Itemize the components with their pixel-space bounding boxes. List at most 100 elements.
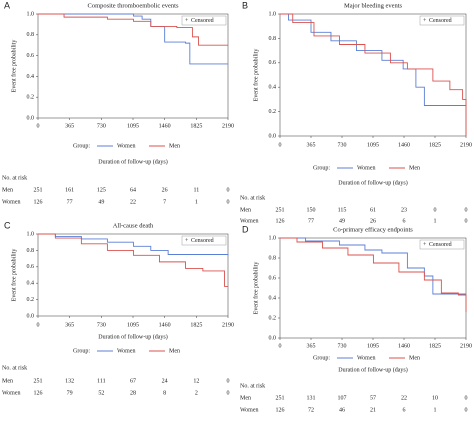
censored-legend-box [419, 15, 465, 26]
chart-title: Co-primary efficacy endpoints [333, 226, 413, 233]
x-tick-label: 2190 [222, 322, 234, 328]
panel-label: C [4, 220, 11, 230]
risk-count: 126 [276, 407, 285, 413]
risk-count: 150 [307, 207, 316, 213]
risk-count: 22 [401, 395, 407, 401]
chart-title: All-cause death [113, 222, 154, 229]
x-axis-title: Duration of follow-up (days) [338, 179, 407, 186]
y-tick-label: 0.0 [269, 335, 277, 341]
y-tick-label: 0.6 [27, 264, 35, 270]
risk-count: 8 [163, 390, 166, 396]
risk-row-name: Women [240, 218, 259, 224]
censored-legend-label: Censored [191, 238, 214, 244]
risk-count: 67 [130, 378, 136, 384]
panel-label: B [242, 0, 248, 10]
risk-count: 161 [65, 187, 74, 193]
risk-count: 0 [465, 407, 468, 413]
risk-count: 7 [163, 199, 166, 205]
risk-count: 126 [276, 218, 285, 224]
risk-count: 72 [308, 407, 314, 413]
x-tick-label: 1095 [367, 142, 379, 148]
y-axis-title: Event free probability [10, 249, 17, 302]
legend-label: Men [169, 143, 180, 149]
y-tick-label: 0.0 [27, 313, 35, 319]
panel-label: A [4, 0, 10, 10]
risk-count: 6 [403, 218, 406, 224]
y-axis-title: Event free probability [10, 40, 17, 93]
risk-count: 24 [162, 378, 168, 384]
legend-title: Group: [73, 143, 90, 149]
y-tick-label: 0.2 [269, 315, 277, 321]
censored-symbol: + [185, 18, 189, 24]
x-tick-label: 0 [37, 322, 40, 328]
y-axis-title: Event free probability [252, 49, 259, 102]
risk-table-title: No. at risk [240, 383, 265, 389]
risk-row-name: Women [2, 199, 21, 205]
risk-count: 0 [434, 207, 437, 213]
survival-curve [38, 13, 228, 46]
risk-count: 2 [195, 390, 198, 396]
risk-count: 26 [370, 218, 376, 224]
risk-count: 131 [307, 395, 316, 401]
risk-count: 107 [338, 395, 347, 401]
risk-count: 251 [276, 207, 285, 213]
risk-count: 12 [193, 378, 199, 384]
x-tick-label: 1095 [367, 343, 379, 349]
y-tick-label: 0.2 [27, 297, 35, 303]
risk-row-name: Men [240, 395, 251, 401]
risk-count: 46 [339, 407, 345, 413]
x-tick-label: 730 [97, 123, 106, 129]
x-tick-label: 365 [307, 142, 316, 148]
y-tick-label: 0.4 [269, 295, 277, 301]
risk-count: 0 [227, 187, 230, 193]
x-tick-label: 1460 [398, 142, 410, 148]
x-axis-title: Duration of follow-up (days) [338, 366, 407, 373]
legend-label: Women [357, 165, 376, 171]
risk-count: 64 [130, 187, 136, 193]
x-tick-label: 1460 [398, 343, 410, 349]
risk-row-name: Men [2, 187, 13, 193]
survival-curve [280, 237, 467, 312]
risk-row-name: Men [240, 207, 251, 213]
x-tick-label: 1095 [127, 322, 139, 328]
risk-count: 49 [98, 199, 104, 205]
risk-count: 28 [130, 390, 136, 396]
x-axis-title: Duration of follow-up (days) [98, 333, 167, 340]
y-tick-label: 0.6 [269, 275, 277, 281]
panel-label: D [242, 224, 249, 234]
legend-title: Group: [73, 348, 90, 354]
risk-table-title: No. at risk [2, 365, 27, 371]
x-tick-label: 1460 [159, 322, 171, 328]
risk-count: 0 [465, 218, 468, 224]
legend-title: Group: [313, 355, 330, 361]
risk-count: 126 [34, 199, 43, 205]
y-tick-label: 0.2 [269, 109, 277, 115]
x-tick-label: 1095 [127, 123, 139, 129]
x-axis-title: Duration of follow-up (days) [98, 158, 167, 165]
risk-count: 57 [370, 395, 376, 401]
x-tick-label: 1825 [190, 322, 202, 328]
plot-frame [279, 237, 467, 339]
legend-label: Men [409, 165, 420, 171]
x-tick-label: 730 [338, 343, 347, 349]
legend-title: Group: [313, 165, 330, 171]
censored-legend-label: Censored [429, 18, 452, 24]
x-tick-label: 0 [37, 123, 40, 129]
risk-count: 1 [434, 407, 437, 413]
risk-count: 111 [97, 378, 106, 384]
y-tick-label: 0.6 [27, 53, 35, 59]
risk-table-title: No. at risk [2, 175, 27, 181]
y-tick-label: 0.8 [27, 32, 35, 38]
risk-count: 115 [338, 207, 347, 213]
survival-curve [280, 13, 467, 136]
x-tick-label: 1460 [159, 123, 171, 129]
chart-title: Major bleeding events [344, 2, 403, 9]
survival-curve [280, 13, 466, 106]
y-tick-label: 1.0 [27, 231, 35, 237]
x-tick-label: 730 [338, 142, 347, 148]
censored-legend-box [419, 239, 465, 250]
y-tick-label: 0.0 [27, 115, 35, 121]
y-tick-label: 0.2 [27, 95, 35, 101]
risk-count: 11 [193, 187, 199, 193]
risk-count: 0 [227, 199, 230, 205]
